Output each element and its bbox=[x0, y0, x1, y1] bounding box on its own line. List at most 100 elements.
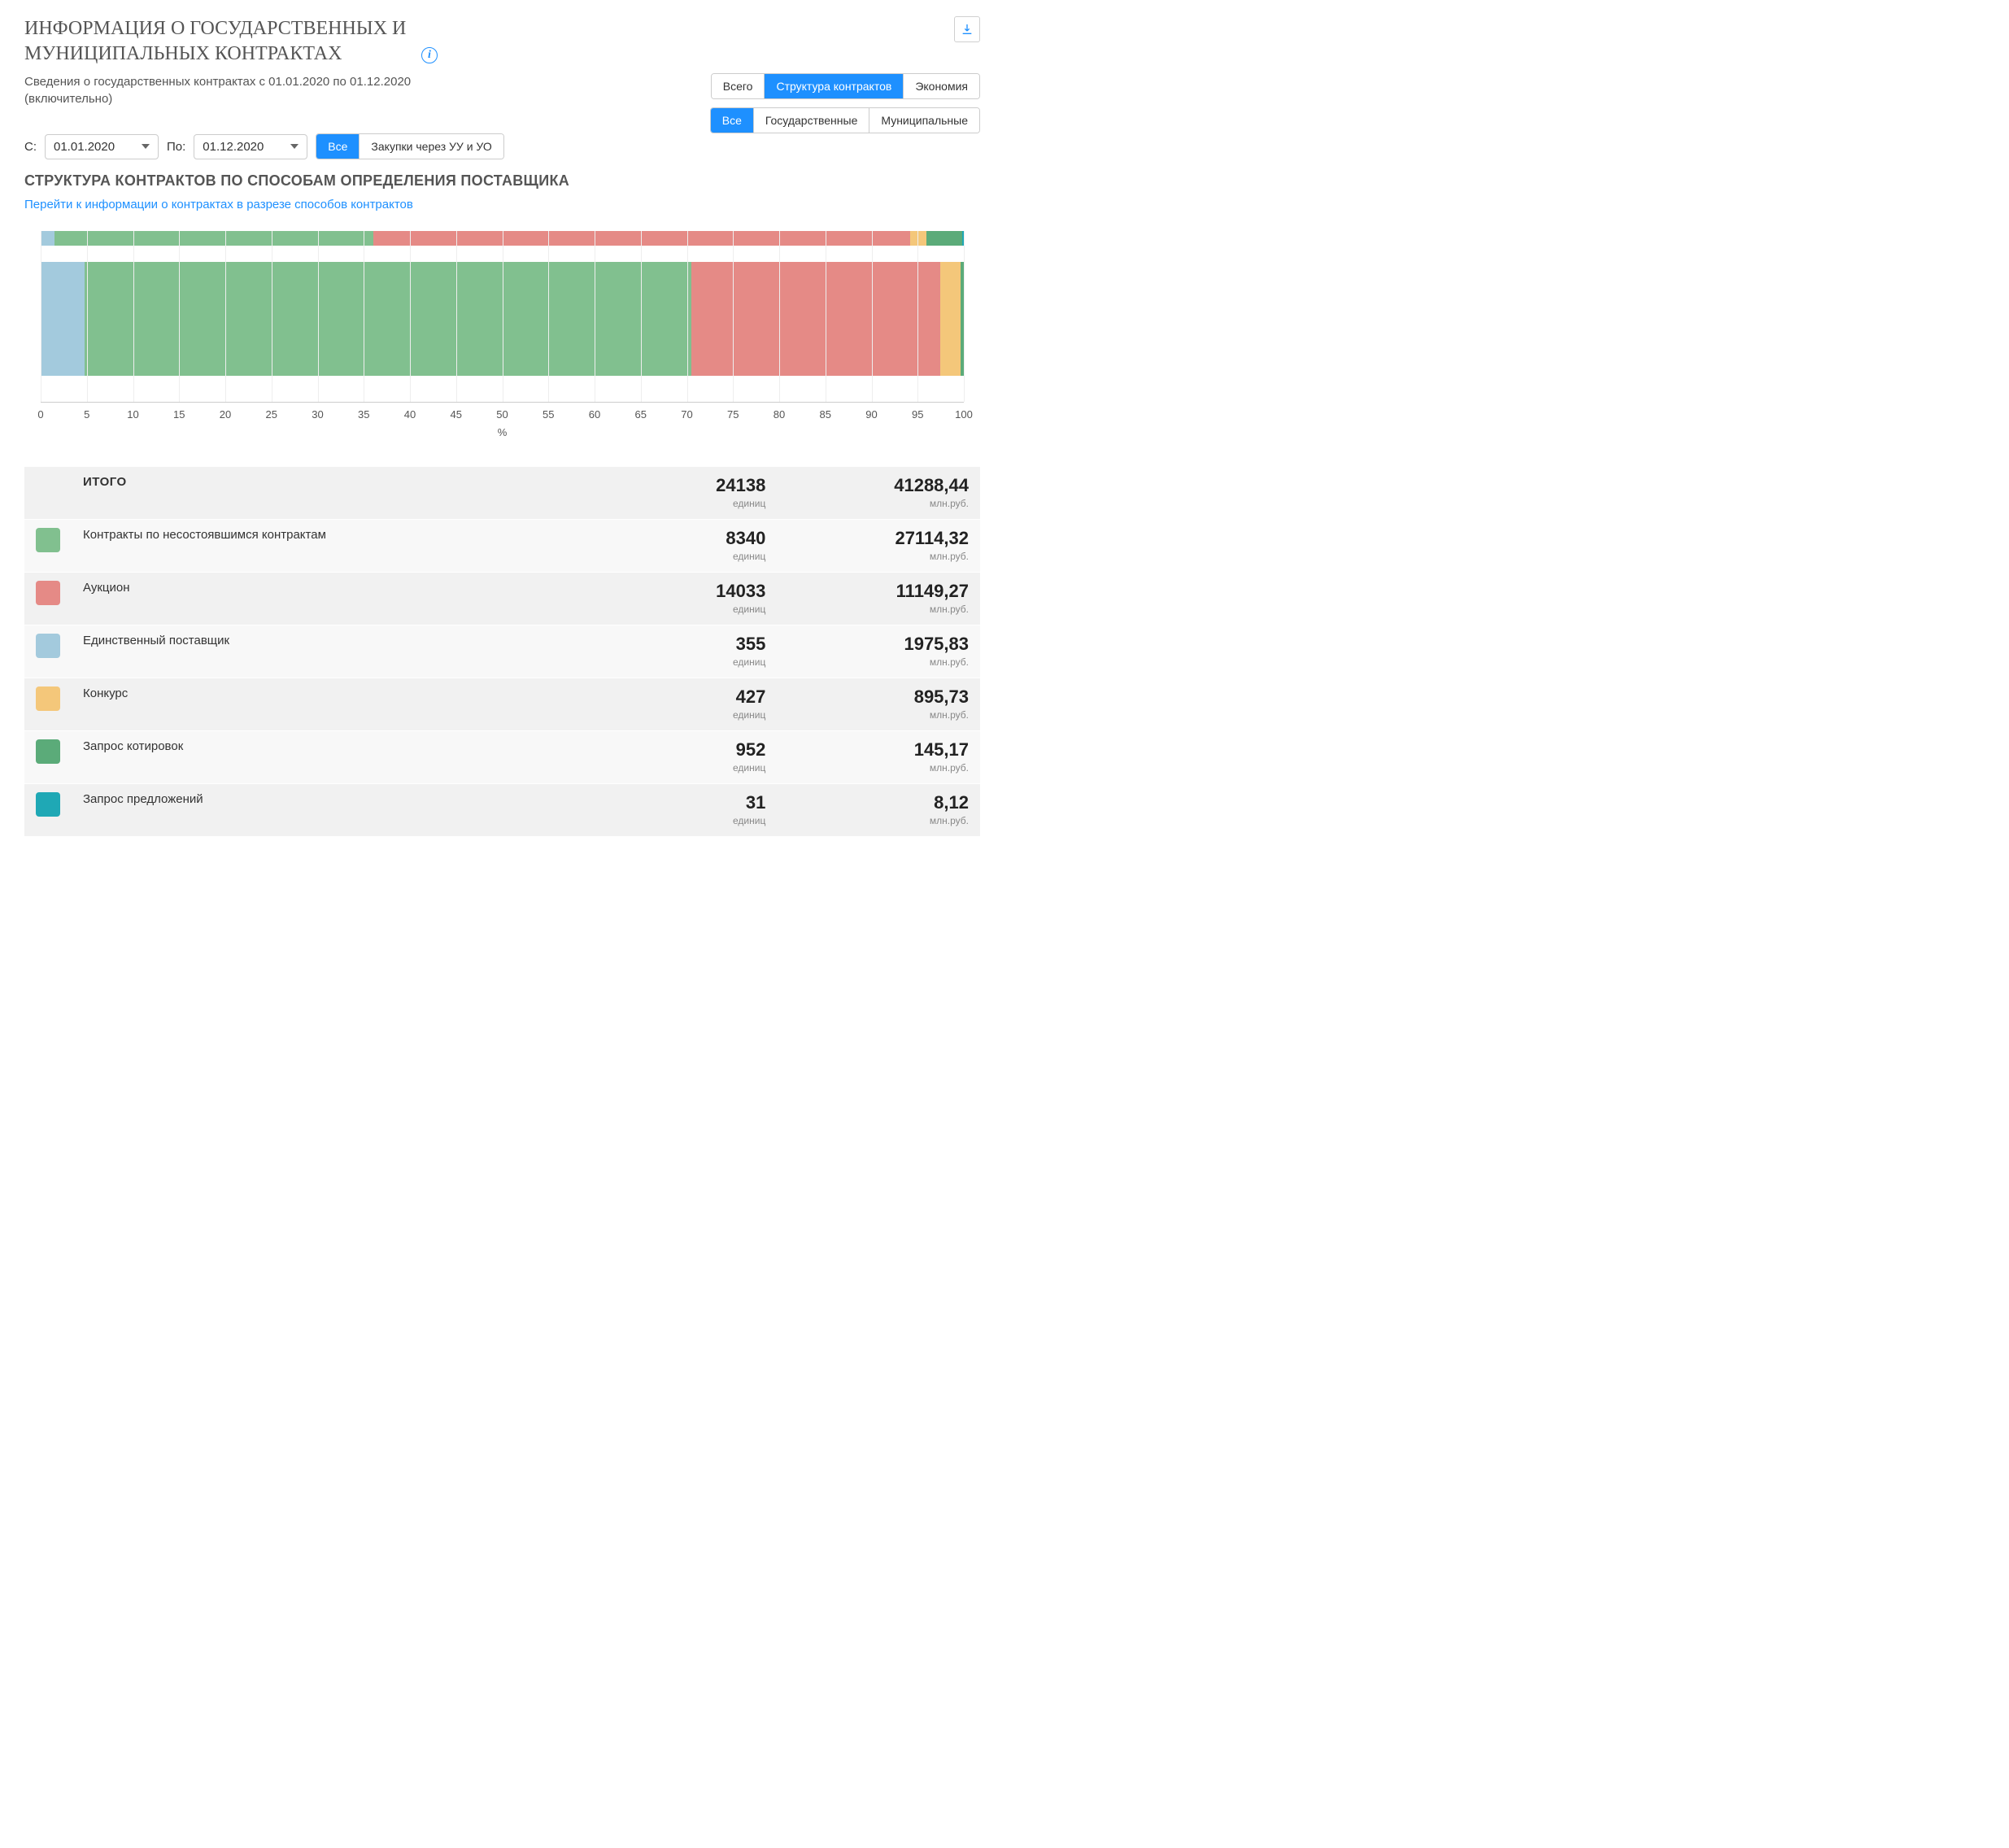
table-unit: млн.руб. bbox=[788, 762, 969, 774]
chart-tick: 40 bbox=[404, 408, 416, 421]
data-table: ИТОГО24138единиц41288,44млн.руб.Контракт… bbox=[24, 467, 980, 837]
chart-tick: 35 bbox=[358, 408, 369, 421]
table-row: Запрос котировок 952единиц 145,17млн.руб. bbox=[24, 731, 980, 784]
table-unit: единиц bbox=[637, 551, 765, 562]
level-toggle-btn-2[interactable]: Муниципальные bbox=[869, 108, 979, 133]
table-unit: единиц bbox=[637, 762, 765, 774]
table-value: 145,17 bbox=[788, 739, 969, 761]
table-unit: единиц bbox=[637, 815, 765, 826]
chart-tick: 75 bbox=[727, 408, 739, 421]
download-icon bbox=[961, 23, 974, 36]
table-value: 24138 bbox=[637, 475, 765, 496]
chart-tick: 70 bbox=[681, 408, 692, 421]
chart: % 0 5 10 15 20 25 30 35 40 45 50 55 60 65 70 75 80 85 90 95… bbox=[24, 231, 980, 442]
chart-segment bbox=[691, 262, 940, 376]
chart-segment bbox=[41, 231, 54, 246]
table-label: Запрос котировок bbox=[72, 731, 625, 784]
scope-toggle: ВсеЗакупки через УУ и УО bbox=[316, 133, 503, 159]
table-unit: млн.руб. bbox=[788, 656, 969, 668]
chart-tick: 50 bbox=[496, 408, 508, 421]
chart-tick: 0 bbox=[37, 408, 43, 421]
table-unit: единиц bbox=[637, 604, 765, 615]
table-value: 41288,44 bbox=[788, 475, 969, 496]
legend-swatch bbox=[36, 634, 60, 658]
legend-swatch bbox=[36, 739, 60, 764]
download-button[interactable] bbox=[954, 16, 980, 42]
level-toggle: ВсеГосударственныеМуниципальные bbox=[710, 107, 980, 133]
chart-tick: 65 bbox=[635, 408, 647, 421]
date-to-select[interactable]: 01.12.2020 bbox=[194, 134, 307, 159]
date-from-value: 01.01.2020 bbox=[54, 140, 115, 154]
chart-segment bbox=[85, 262, 691, 376]
table-value: 427 bbox=[637, 686, 765, 708]
table-unit: млн.руб. bbox=[788, 604, 969, 615]
view-toggle-btn-2[interactable]: Экономия bbox=[904, 74, 979, 98]
chart-tick: 5 bbox=[84, 408, 89, 421]
to-label: По: bbox=[167, 140, 185, 154]
legend-swatch bbox=[36, 792, 60, 817]
chart-tick: 100 bbox=[955, 408, 973, 421]
chart-tick: 10 bbox=[127, 408, 138, 421]
view-toggle-btn-1[interactable]: Структура контрактов bbox=[765, 74, 904, 98]
table-value: 27114,32 bbox=[788, 528, 969, 549]
chart-tick: 60 bbox=[589, 408, 600, 421]
chart-axis-label: % bbox=[498, 426, 508, 438]
table-value: 8340 bbox=[637, 528, 765, 549]
table-unit: единиц bbox=[637, 498, 765, 509]
legend-swatch bbox=[36, 581, 60, 605]
chart-tick: 55 bbox=[543, 408, 554, 421]
level-toggle-btn-0[interactable]: Все bbox=[711, 108, 754, 133]
table-value: 952 bbox=[637, 739, 765, 761]
scope-toggle-btn-0[interactable]: Все bbox=[316, 134, 360, 159]
date-to-value: 01.12.2020 bbox=[203, 140, 264, 154]
date-from-select[interactable]: 01.01.2020 bbox=[45, 134, 159, 159]
table-label: Конкурс bbox=[72, 678, 625, 731]
table-value: 31 bbox=[637, 792, 765, 813]
scope-toggle-btn-1[interactable]: Закупки через УУ и УО bbox=[360, 134, 503, 159]
table-value: 11149,27 bbox=[788, 581, 969, 602]
view-toggle-btn-0[interactable]: Всего bbox=[712, 74, 765, 98]
table-unit: млн.руб. bbox=[788, 498, 969, 509]
chart-segment bbox=[41, 262, 85, 376]
chart-tick: 95 bbox=[912, 408, 923, 421]
table-label: Контракты по несостоявшимся контрактам bbox=[72, 520, 625, 573]
view-toggle: ВсегоСтруктура контрактовЭкономия bbox=[711, 73, 980, 99]
chart-tick: 45 bbox=[451, 408, 462, 421]
table-row: Аукцион 14033 единиц 11149,27 млн.руб. bbox=[24, 573, 980, 625]
table-row: Единственный поставщик355единиц1975,83мл… bbox=[24, 625, 980, 678]
table-row: Конкурс 427единиц 895,73млн.руб. bbox=[24, 678, 980, 731]
from-label: С: bbox=[24, 140, 37, 154]
chart-segment bbox=[926, 231, 963, 246]
table-unit: млн.руб. bbox=[788, 551, 969, 562]
table-unit: единиц bbox=[637, 656, 765, 668]
table-value: 8,12 bbox=[788, 792, 969, 813]
legend-swatch bbox=[36, 528, 60, 552]
chart-tick: 85 bbox=[820, 408, 831, 421]
chart-tick: 80 bbox=[774, 408, 785, 421]
table-row-total: ИТОГО24138единиц41288,44млн.руб. bbox=[24, 467, 980, 520]
chart-segment bbox=[54, 231, 373, 246]
chart-tick: 90 bbox=[865, 408, 877, 421]
chart-tick: 15 bbox=[173, 408, 185, 421]
table-row: Запрос предложений31единиц8,12млн.руб. bbox=[24, 784, 980, 837]
section-link[interactable]: Перейти к информации о контрактах в разр… bbox=[24, 198, 413, 211]
level-toggle-btn-1[interactable]: Государственные bbox=[754, 108, 870, 133]
chart-tick: 20 bbox=[220, 408, 231, 421]
table-unit: млн.руб. bbox=[788, 709, 969, 721]
chart-tick: 30 bbox=[312, 408, 323, 421]
table-unit: единиц bbox=[637, 709, 765, 721]
table-value: 355 bbox=[637, 634, 765, 655]
table-value: 895,73 bbox=[788, 686, 969, 708]
table-value: 1975,83 bbox=[788, 634, 969, 655]
chart-segment bbox=[373, 231, 910, 246]
chart-tick: 25 bbox=[266, 408, 277, 421]
page-title: ИНФОРМАЦИЯ О ГОСУДАРСТВЕННЫХ И МУНИЦИПАЛ… bbox=[24, 16, 415, 67]
table-label: Аукцион bbox=[72, 573, 625, 625]
info-icon[interactable]: i bbox=[421, 47, 438, 63]
table-value: 14033 bbox=[637, 581, 765, 602]
table-row: Контракты по несостоявшимся контрактам 83… bbox=[24, 520, 980, 573]
table-unit: млн.руб. bbox=[788, 815, 969, 826]
chart-segment bbox=[940, 262, 961, 376]
legend-swatch bbox=[36, 686, 60, 711]
section-title: СТРУКТУРА КОНТРАКТОВ ПО СПОСОБАМ ОПРЕДЕЛ… bbox=[24, 172, 980, 190]
